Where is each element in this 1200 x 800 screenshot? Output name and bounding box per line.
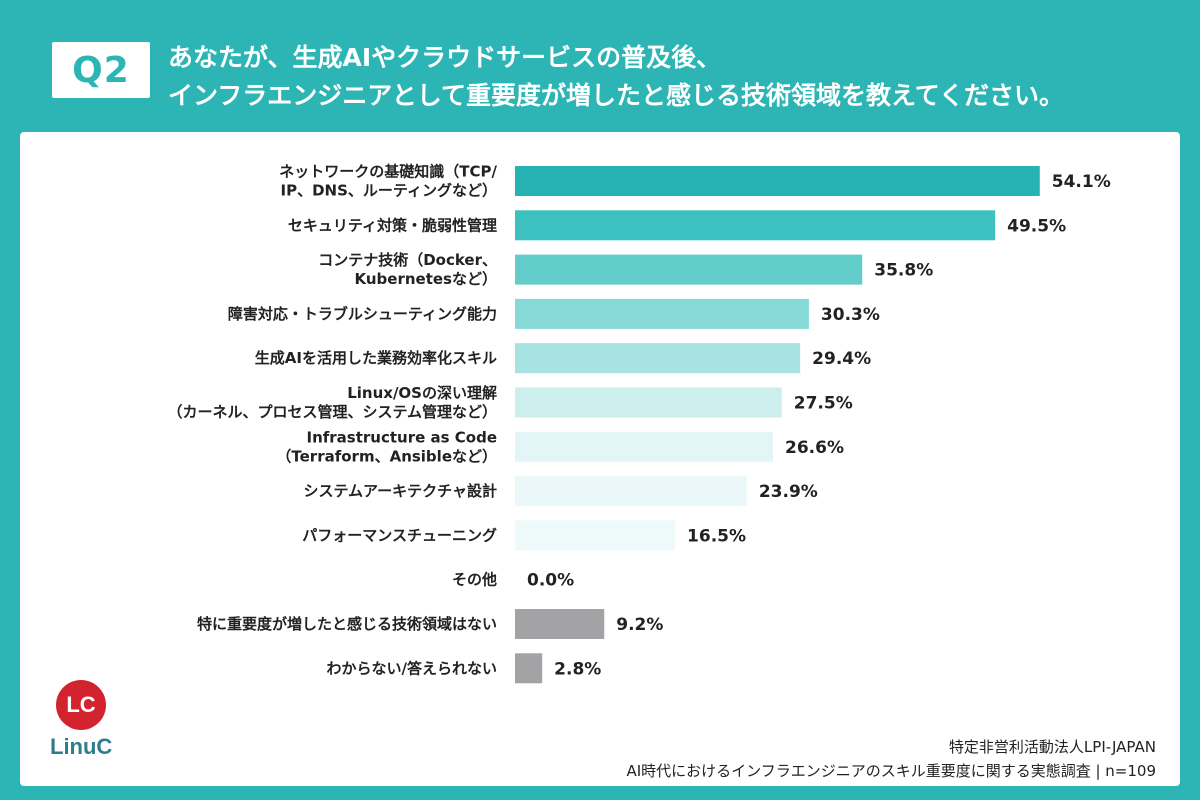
value-label: 2.8%	[554, 659, 601, 679]
bar	[515, 387, 782, 418]
category-label: コンテナ技術（Docker、 Kubernetesなど）	[318, 251, 497, 288]
bar	[515, 254, 863, 285]
linuc-logo-mark: LC	[56, 680, 106, 730]
value-label: 23.9%	[759, 482, 818, 502]
question-title-line-1: あなたが、生成AIやクラウドサービスの普及後、	[168, 43, 722, 72]
value-label: 16.5%	[687, 526, 746, 546]
category-label: 生成AIを活用した業務効率化スキル	[255, 349, 497, 367]
value-label: 26.6%	[785, 438, 844, 458]
chart-card: ネットワークの基礎知識（TCP/IP、DNS、ルーティングなど） 54.1% セキュ…	[20, 132, 1180, 786]
bar	[515, 210, 996, 241]
survey-title: AI時代におけるインフラエンジニアのスキル重要度に関する実態調査 | n=109	[626, 762, 1156, 780]
bar-chart: ネットワークの基礎知識（TCP/IP、DNS、ルーティングなど） 54.1% セキュ…	[167, 163, 1111, 684]
value-label: 30.3%	[821, 305, 880, 325]
question-header: Q2 あなたが、生成AIやクラウドサービスの普及後、 インフラエンジニアとして重…	[0, 0, 1200, 132]
category-label: その他	[452, 571, 497, 589]
category-label: 特に重要度が増したと感じる技術領域はない	[197, 615, 497, 633]
category-label: 障害対応・トラブルシューティング能力	[228, 305, 497, 323]
value-label: 27.5%	[794, 394, 853, 414]
value-label: 29.4%	[812, 349, 871, 369]
bar	[515, 609, 605, 639]
category-label: パフォーマンスチューニング	[302, 526, 497, 544]
value-label: 49.5%	[1007, 216, 1066, 236]
source-organization: 特定非営利活動法人LPI-JAPAN	[948, 738, 1156, 756]
bar	[515, 476, 747, 507]
bar	[515, 520, 676, 551]
value-label: 9.2%	[616, 615, 663, 635]
category-label: Infrastructure as Code （Terraform、Ansible…	[276, 428, 497, 465]
category-label: システムアーキテクチャ設計	[303, 482, 497, 500]
value-label: 0.0%	[527, 571, 574, 591]
bar	[515, 343, 801, 374]
bar	[515, 166, 1040, 196]
category-label: Linux/OSの深い理解（カーネル、プロセス管理、システム管理など）	[167, 384, 497, 421]
linuc-logo-name: LinuC	[50, 734, 113, 759]
linuc-logo: LC LinuC	[50, 680, 130, 780]
category-label: ネットワークの基礎知識（TCP/IP、DNS、ルーティングなど）	[279, 163, 497, 200]
bar	[515, 431, 774, 462]
value-label: 35.8%	[874, 261, 933, 281]
bar	[515, 653, 543, 684]
question-title-line-2: インフラエンジニアとして重要度が増したと感じる技術領域を教えてください。	[168, 81, 1065, 110]
bar	[515, 298, 809, 329]
category-label: わからない/答えられない	[327, 659, 497, 677]
value-label: 54.1%	[1052, 172, 1111, 192]
category-label: セキュリティ対策・脆弱性管理	[288, 216, 497, 234]
question-badge: Q2	[52, 42, 150, 98]
